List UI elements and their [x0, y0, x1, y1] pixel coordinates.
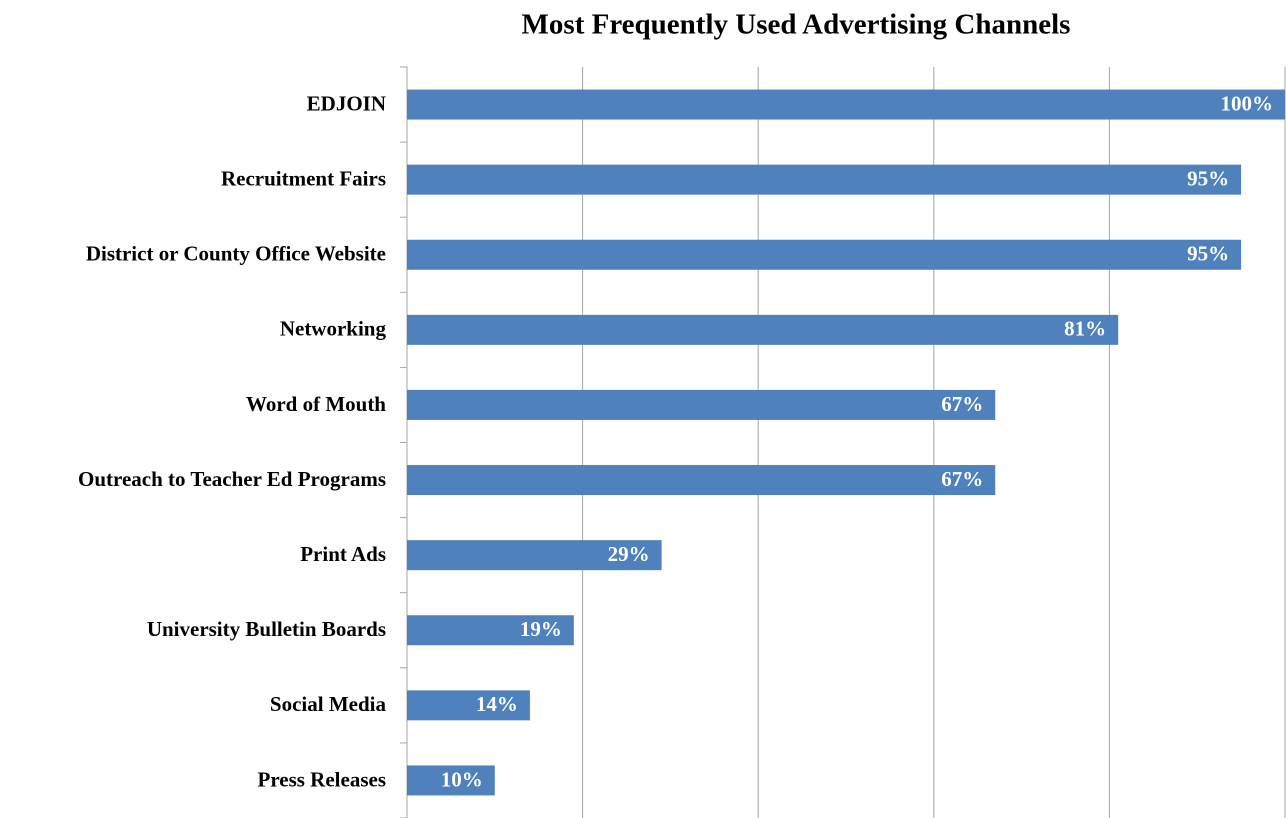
- data-label: 67%: [941, 467, 983, 491]
- bar: [407, 615, 574, 646]
- data-label: 81%: [1064, 317, 1106, 341]
- y-tick-label: Outreach to Teacher Ed Programs: [78, 467, 386, 491]
- data-label: 95%: [1187, 166, 1229, 190]
- chart-title: Most Frequently Used Advertising Channel…: [522, 9, 1071, 41]
- bar: [407, 465, 996, 496]
- y-tick-label: Social Media: [270, 692, 387, 716]
- data-label: 29%: [608, 542, 650, 566]
- bar: [407, 164, 1242, 195]
- data-label: 100%: [1221, 91, 1274, 115]
- bar: [407, 540, 662, 571]
- bar: [407, 239, 1242, 270]
- data-label: 19%: [520, 617, 562, 641]
- bar: [407, 765, 495, 796]
- data-label: 95%: [1187, 242, 1229, 266]
- y-tick-label: University Bulletin Boards: [147, 617, 386, 641]
- data-label: 14%: [476, 692, 518, 716]
- y-tick-label: District or County Office Website: [86, 242, 386, 266]
- y-tick-label: Recruitment Fairs: [221, 166, 386, 190]
- data-label: 10%: [441, 767, 483, 791]
- bar: [407, 314, 1119, 345]
- y-tick-label: Print Ads: [300, 542, 386, 566]
- data-label: 67%: [941, 392, 983, 416]
- bar: [407, 89, 1285, 120]
- bar: [407, 690, 530, 721]
- y-tick-label: EDJOIN: [307, 91, 386, 115]
- bar: [407, 389, 996, 420]
- y-tick-label: Press Releases: [258, 767, 387, 791]
- y-tick-label: Word of Mouth: [246, 392, 386, 416]
- y-tick-label: Networking: [280, 317, 387, 341]
